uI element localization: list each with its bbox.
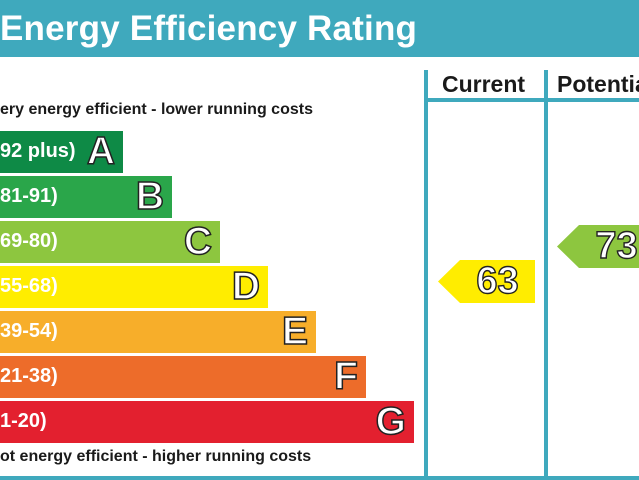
band-a: 92 plus) A (0, 131, 123, 173)
band-d-letter: D (231, 265, 261, 308)
potential-rating-shape (557, 225, 639, 268)
caption-top: ery energy efficient - lower running cos… (0, 101, 313, 118)
band-f-letter: F (333, 355, 358, 398)
potential-rating-value: 73 (595, 224, 639, 267)
band-a-letter: A (86, 130, 116, 173)
potential-rating-arrow: 73 (557, 224, 639, 268)
grid-line-left (424, 70, 428, 480)
grid-line-middle (544, 70, 548, 480)
column-header-current: Current (442, 71, 526, 97)
caption-bottom: ot energy efficient - higher running cos… (0, 448, 312, 465)
band-e: 39-54) E (0, 311, 316, 353)
band-g: 1-20) G (0, 401, 414, 443)
current-rating-value: 63 (476, 259, 520, 302)
band-c-range: 69-80) (0, 230, 58, 252)
band-e-range: 39-54) (0, 320, 58, 342)
band-b-range: 81-91) (0, 185, 58, 207)
band-b-letter: B (135, 175, 165, 218)
band-c-letter: C (183, 220, 213, 263)
current-rating-shape (438, 260, 535, 303)
band-f-range: 21-38) (0, 365, 58, 387)
title-bar: Energy Efficiency Rating (0, 0, 639, 57)
band-g-letter: G (375, 400, 407, 443)
band-e-letter: E (281, 310, 309, 353)
band-b: 81-91) B (0, 176, 172, 218)
band-d: 55-68) D (0, 266, 268, 308)
band-f: 21-38) F (0, 356, 366, 398)
band-c: 69-80) C (0, 221, 220, 263)
bottom-border (0, 476, 639, 480)
band-g-range: 1-20) (0, 410, 47, 432)
band-a-range: 92 plus) (0, 140, 76, 162)
current-rating-arrow: 63 (438, 259, 535, 303)
band-d-range: 55-68) (0, 275, 58, 297)
column-header-potential: Potentia (557, 71, 639, 97)
header-divider (424, 98, 639, 102)
page-title: Energy Efficiency Rating (0, 9, 418, 48)
